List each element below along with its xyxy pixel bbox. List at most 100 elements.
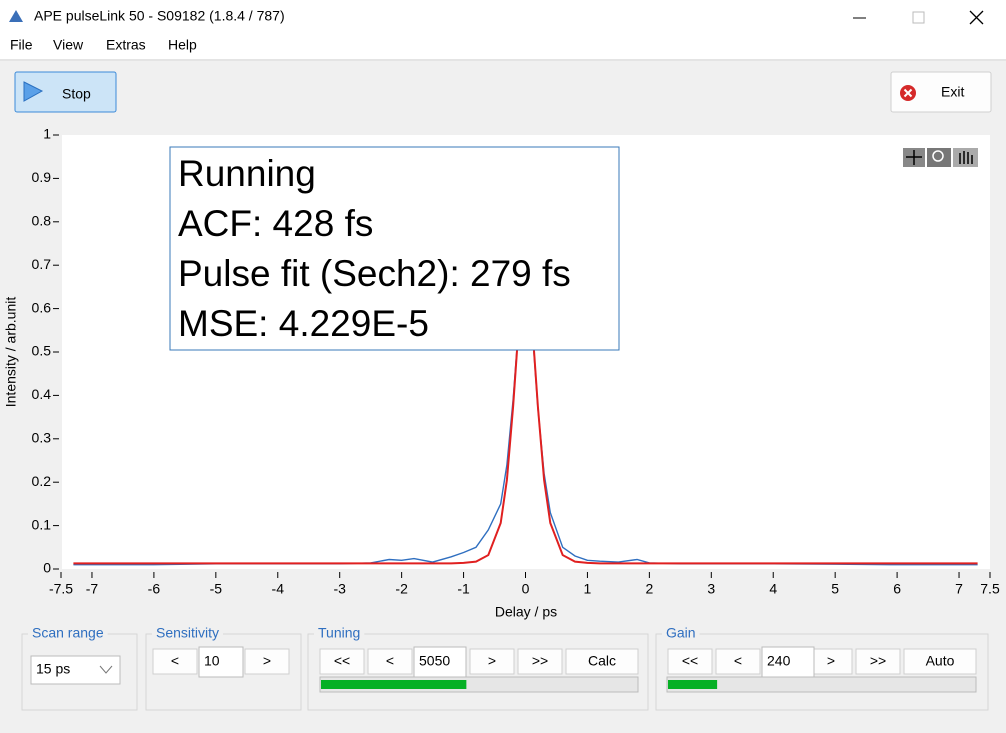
x-tick-label: 7.5	[980, 581, 1000, 597]
y-tick-label: 0.5	[32, 343, 52, 359]
exit-label[interactable]: Exit	[941, 84, 964, 100]
menu-item[interactable]: Extras	[106, 37, 146, 53]
combo-value[interactable]: 15 ps	[36, 661, 70, 677]
y-tick-label: 0.7	[32, 256, 52, 272]
y-tick-label: 0.8	[32, 213, 52, 229]
group-box	[655, 633, 989, 711]
group-box	[307, 633, 649, 711]
progress-track	[666, 676, 977, 693]
stop-bg[interactable]	[14, 71, 117, 113]
pan-tool[interactable]	[953, 148, 978, 167]
y-axis-label: Intensity / arb.unit	[3, 297, 19, 408]
group-box	[145, 633, 302, 711]
value-text[interactable]: 5050	[419, 653, 450, 669]
button[interactable]: >	[488, 653, 496, 669]
value-field[interactable]	[198, 646, 244, 678]
button[interactable]: <<	[682, 653, 698, 669]
button-bg[interactable]	[319, 648, 365, 675]
y-tick-label: 0.1	[32, 516, 52, 532]
progress-fill	[321, 680, 467, 689]
button[interactable]: <	[171, 653, 179, 669]
y-tick-label: 0.3	[32, 430, 52, 446]
annotation-line: Running	[178, 153, 316, 194]
button-bg[interactable]	[715, 648, 761, 675]
x-tick-label: -7	[86, 581, 99, 597]
window-title: APE pulseLink 50 - S09182 (1.8.4 / 787)	[34, 8, 285, 24]
value-field[interactable]	[413, 646, 467, 678]
group-label-bg	[662, 628, 700, 640]
menu-item[interactable]: File	[10, 37, 33, 53]
button[interactable]: Auto	[926, 653, 955, 669]
plot-tools	[903, 148, 978, 167]
button[interactable]: >>	[870, 653, 886, 669]
menu-item[interactable]: Help	[168, 37, 197, 53]
x-tick-label: 4	[769, 581, 777, 597]
x-tick-label: 5	[831, 581, 839, 597]
button[interactable]: <<	[334, 653, 350, 669]
menu-bar	[0, 35, 1006, 59]
value-text[interactable]: 240	[767, 653, 791, 669]
exit-icon-x	[903, 88, 913, 98]
x-tick-label: 6	[893, 581, 901, 597]
maximize[interactable]	[912, 11, 925, 24]
x-tick-label: -7.5	[49, 581, 73, 597]
cursor-glyph	[906, 150, 922, 165]
exit-bg[interactable]	[890, 71, 992, 113]
x-tick-label: 0	[522, 581, 530, 597]
x-tick-label: -1	[457, 581, 470, 597]
button[interactable]: >	[827, 653, 835, 669]
annotation-box	[169, 146, 620, 351]
group-label: Scan range	[32, 625, 104, 641]
x-axis-label: Delay / ps	[495, 604, 557, 620]
x-tick-label: 2	[645, 581, 653, 597]
annotation-line: ACF: 428 fs	[178, 203, 373, 244]
zoom-glyph	[932, 150, 944, 162]
group-label: Sensitivity	[156, 625, 219, 641]
x-tick-label: 3	[707, 581, 715, 597]
y-tick-label: 1	[43, 126, 51, 142]
combo-box[interactable]	[30, 655, 121, 685]
button[interactable]: >>	[532, 653, 548, 669]
stop-button[interactable]: Stop	[14, 71, 117, 113]
progress-fill	[668, 680, 718, 689]
x-tick-label: -3	[333, 581, 346, 597]
x-tick-label: -5	[210, 581, 223, 597]
button-bg[interactable]	[469, 648, 515, 675]
group-label-bg	[28, 628, 108, 640]
button-bg[interactable]	[855, 648, 901, 675]
menu-item[interactable]: View	[53, 37, 84, 53]
button-bg[interactable]	[903, 648, 977, 675]
x-tick-label: -2	[395, 581, 408, 597]
button[interactable]: >	[263, 653, 271, 669]
stop-label[interactable]: Stop	[62, 86, 91, 102]
y-tick-label: 0.2	[32, 473, 52, 489]
group-label: Tuning	[318, 625, 360, 641]
annotation-line: MSE: 4.229E-5	[178, 303, 429, 344]
x-tick-label: 7	[955, 581, 963, 597]
button-bg[interactable]	[244, 648, 290, 675]
app-icon	[9, 10, 23, 22]
close[interactable]	[969, 10, 984, 25]
zoom-tool[interactable]	[927, 148, 951, 167]
play-icon	[23, 81, 44, 102]
button-bg[interactable]	[667, 648, 713, 675]
exit-button[interactable]: Exit	[890, 71, 992, 113]
y-tick-label: 0.9	[32, 169, 52, 185]
y-tick-label: 0.6	[32, 299, 52, 315]
group-label: Gain	[666, 625, 696, 641]
button-bg[interactable]	[517, 648, 563, 675]
button-bg[interactable]	[367, 648, 413, 675]
annotation-line: Pulse fit (Sech2): 279 fs	[178, 253, 571, 294]
button[interactable]: <	[734, 653, 742, 669]
value-text[interactable]: 10	[204, 653, 220, 669]
group-label-bg	[152, 628, 224, 640]
button[interactable]: <	[386, 653, 394, 669]
button-bg[interactable]	[565, 648, 639, 675]
x-tick-label: 1	[584, 581, 592, 597]
x-tick-label: -6	[148, 581, 161, 597]
y-tick-label: 0.4	[32, 386, 52, 402]
button-bg[interactable]	[152, 648, 198, 675]
button[interactable]: Calc	[588, 653, 616, 669]
